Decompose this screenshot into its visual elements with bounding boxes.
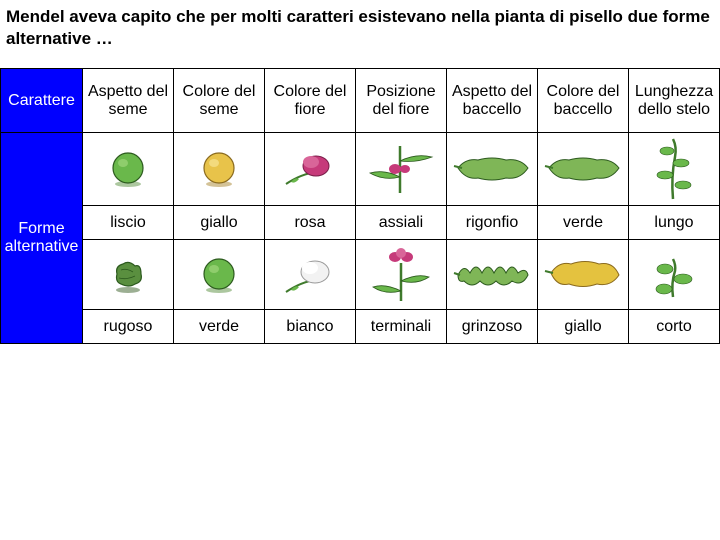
header-cell: Colore del fiore [265,69,356,133]
img-verde-seed [174,240,265,310]
img-verde-pod [538,133,629,206]
img-giallo [174,133,265,206]
value-cell: lungo [629,206,720,240]
row2-values: rugoso verde bianco terminali grinzoso g… [1,310,720,344]
value-cell: rugoso [83,310,174,344]
header-cell: Colore del seme [174,69,265,133]
img-corto [629,240,720,310]
img-giallo-pod [538,240,629,310]
img-rugoso [83,240,174,310]
header-cell: Aspetto del seme [83,69,174,133]
img-terminali [356,240,447,310]
mendel-traits-table: Carattere Aspetto del seme Colore del se… [0,68,720,344]
row2-images [1,240,720,310]
img-assiali [356,133,447,206]
row1-values: liscio giallo rosa assiali rigonfio verd… [1,206,720,240]
value-cell: liscio [83,206,174,240]
img-grinzoso [447,240,538,310]
row-label-forme: Forme alternative [1,133,83,344]
value-cell: terminali [356,310,447,344]
value-cell: giallo [174,206,265,240]
img-liscio [83,133,174,206]
img-bianco [265,240,356,310]
value-cell: giallo [538,310,629,344]
header-row: Carattere Aspetto del seme Colore del se… [1,69,720,133]
row1-images: Forme alternative [1,133,720,206]
header-cell: Colore del baccello [538,69,629,133]
row-label-carattere: Carattere [1,69,83,133]
img-rigonfio [447,133,538,206]
header-cell: Aspetto del baccello [447,69,538,133]
value-cell: bianco [265,310,356,344]
header-cell: Lunghezza dello stelo [629,69,720,133]
value-cell: rosa [265,206,356,240]
value-cell: verde [174,310,265,344]
img-lungo [629,133,720,206]
intro-text: Mendel aveva capito che per molti caratt… [0,0,720,68]
value-cell: grinzoso [447,310,538,344]
value-cell: corto [629,310,720,344]
value-cell: rigonfio [447,206,538,240]
value-cell: assiali [356,206,447,240]
header-cell: Posizione del fiore [356,69,447,133]
img-rosa [265,133,356,206]
value-cell: verde [538,206,629,240]
